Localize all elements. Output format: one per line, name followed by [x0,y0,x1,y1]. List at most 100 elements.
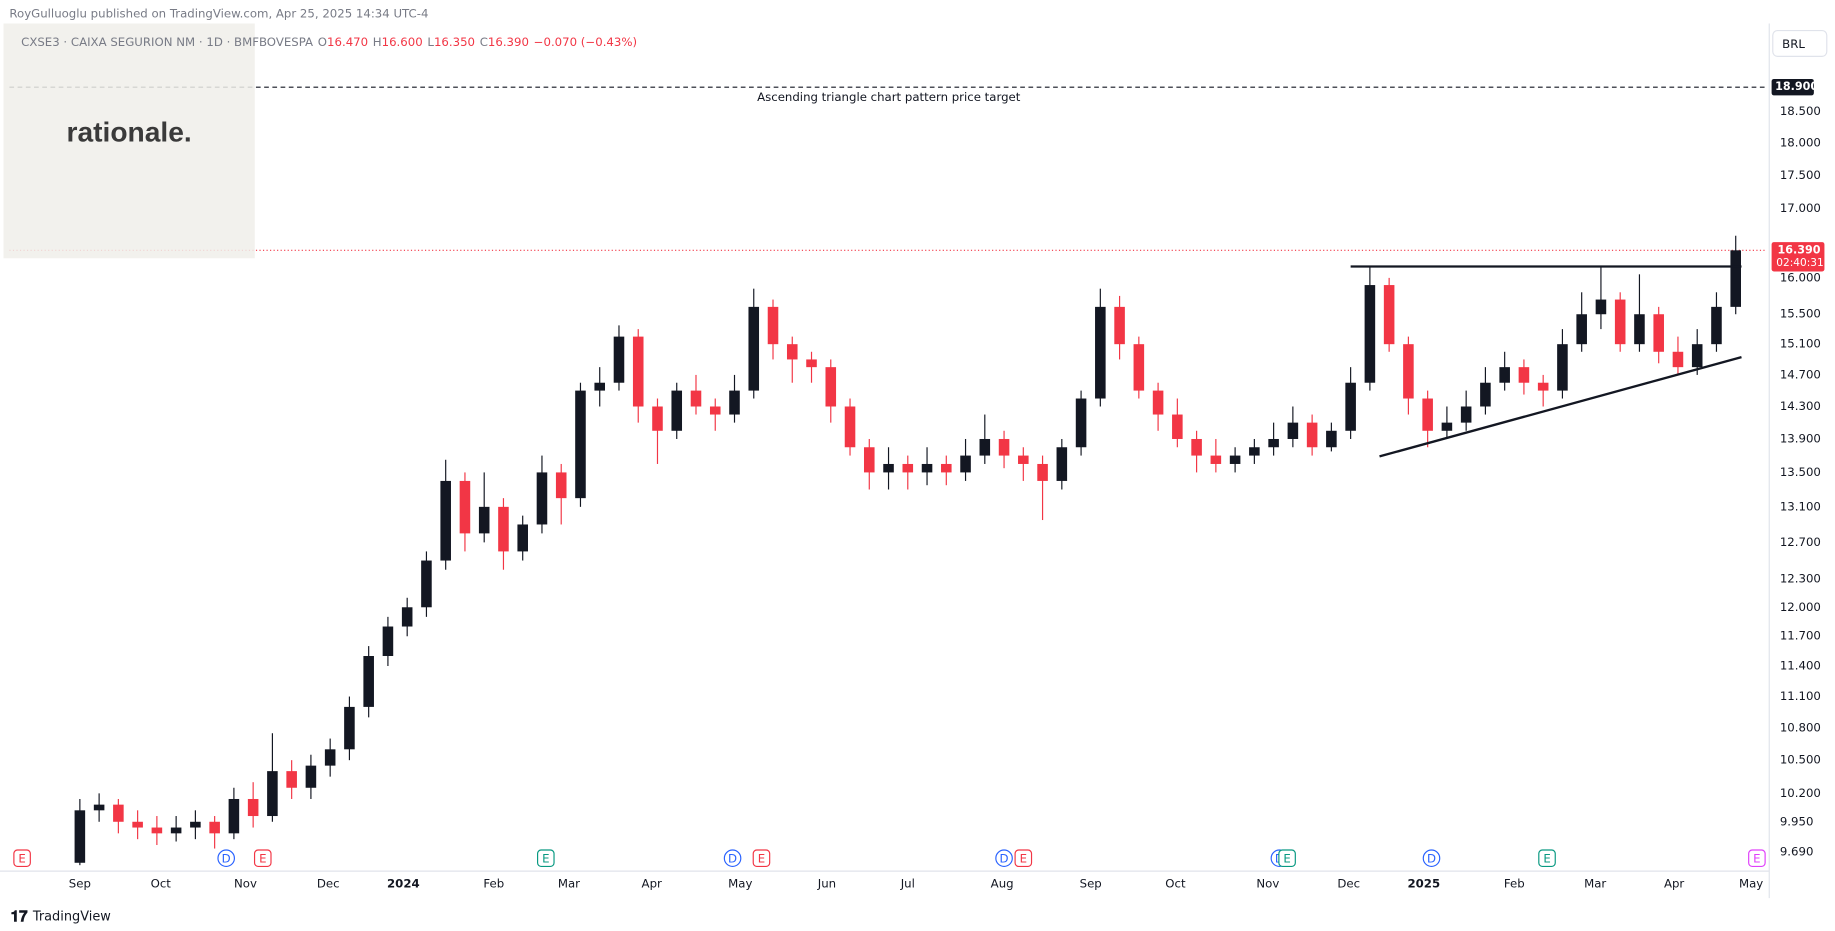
candle-body [1229,455,1241,464]
y-tick-label: 15.100 [1780,337,1821,351]
y-tick-label: 18.000 [1780,136,1821,150]
footer-logo: 𝟏𝟕 TradingView [11,907,112,925]
candle-body [1730,250,1741,307]
candle-body [1133,344,1145,391]
ohlc-value: 16.350 [434,35,475,49]
candle-body [690,390,702,407]
candle-body [363,656,374,707]
candle-body [1172,414,1183,439]
y-tick-label: 12.700 [1780,535,1821,549]
candle-body [517,524,528,552]
y-tick-label: 13.500 [1780,465,1821,479]
change: −0.070 (−0.43%) [534,35,637,49]
candle-body [344,706,355,750]
y-tick-label: 16.000 [1780,270,1821,284]
event-label: E [1753,851,1760,865]
event-marker [1748,849,1766,868]
event-marker [1014,849,1033,868]
candle-body [575,390,586,499]
event-marker [995,849,1013,868]
candle-body [1595,299,1607,315]
event-label: E [1283,851,1290,865]
logo-overlay [3,23,255,259]
symbol: CXSE3 · CAIXA SEGURION NM · 1D · BMFBOVE… [21,35,313,49]
y-tick-label: 12.300 [1780,572,1821,586]
event-label: D [1427,851,1436,865]
event-marker [1422,849,1441,868]
candle-body [1075,398,1087,448]
y-tick-label: 18.500 [1780,104,1821,118]
candle-body [1095,306,1106,399]
candle-body [825,367,837,407]
candle-body [979,438,991,456]
x-tick-label: 2025 [1407,877,1440,891]
current-price-label: 16.390 [1777,243,1820,256]
y-tick-label: 17.500 [1780,168,1821,182]
candle-body [1614,299,1626,345]
y-tick-label: 11.100 [1780,689,1821,703]
y-tick-label: 15.500 [1780,307,1821,321]
y-tick-label: 14.300 [1780,399,1821,413]
event-marker [13,849,31,868]
x-tick-label: Oct [151,877,172,891]
event-label: E [758,851,765,865]
candle-body [382,626,394,657]
candle-body [478,506,490,534]
candle-body [632,336,644,407]
candle-body [1326,430,1337,448]
y-tick-label: 13.100 [1780,499,1821,513]
logo: rationale. [67,115,192,147]
ohlc-value: 16.470 [327,35,368,49]
y-tick-label: 9.690 [1780,845,1814,859]
candle-body [748,306,760,391]
candle-body [74,810,86,863]
x-tick-label: Sep [1080,877,1102,891]
price-target-annotation: Ascending triangle chart pattern price t… [757,90,1021,104]
candle-body [247,798,259,817]
candle-body [729,390,740,415]
ohlc-value: 16.390 [488,35,529,49]
candle-body [132,821,143,828]
event-label: E [18,851,25,865]
candle-body [594,382,606,391]
candle-body [1653,314,1664,352]
x-tick-label: Nov [234,877,257,891]
publisher-note: RoyGulluoglu published on TradingView.co… [9,7,428,21]
event-label: D [1000,851,1009,865]
candle-body [555,472,567,499]
candle-body [1634,314,1645,345]
currency[interactable]: BRL [1782,37,1805,51]
candle-body [1383,285,1395,345]
x-tick-label: May [1739,877,1763,891]
event-marker [723,849,742,868]
candle-body [401,607,413,627]
ohlc-key: L [427,35,434,49]
candle-body [613,336,625,383]
candle-body [421,560,432,608]
candle-body [286,771,297,788]
ohlc-key: C [480,35,488,49]
candle-body [1499,367,1510,383]
candle-body [1518,367,1530,383]
event-label: E [1020,851,1027,865]
x-tick-label: Nov [1256,877,1279,891]
event-marker [217,849,235,868]
x-tick-label: Dec [317,877,340,891]
event-label: E [542,851,549,865]
x-tick-label: May [728,877,752,891]
currency-button[interactable] [1772,29,1828,57]
candle-body [536,472,548,525]
candle-body [324,749,336,766]
candle-body [1711,306,1722,345]
x-tick-label: Mar [558,877,580,891]
candle-body [1249,447,1260,456]
candle-body [459,480,471,534]
x-tick-label: Sep [69,877,91,891]
ohlc-value: 16.600 [382,35,423,49]
y-tick-label: 10.200 [1780,786,1821,800]
y-tick-label: 11.400 [1780,659,1821,673]
candle-body [1422,398,1433,431]
price-target-box [1771,78,1814,96]
candle-body [883,463,894,473]
candle-body [652,406,663,431]
